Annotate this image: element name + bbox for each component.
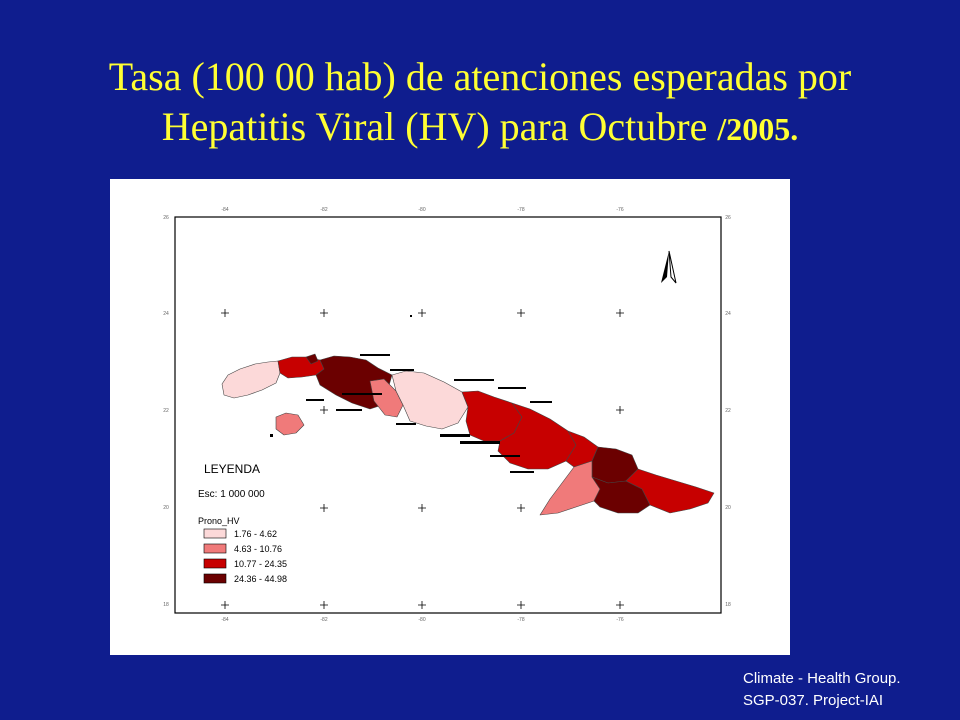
lon-tick-label: -82: [320, 207, 327, 213]
province-pinar-del-rio: [221, 360, 281, 399]
province-ciudad-habana: [305, 353, 319, 365]
lat-tick-label: 18: [163, 602, 169, 608]
province-map: [221, 353, 715, 516]
islets: [270, 315, 552, 473]
map-legend: LEYENDA Esc: 1 000 000 Prono_HV 1.76 - 4…: [198, 462, 287, 584]
slide-title: Tasa (100 00 hab) de atenciones esperada…: [40, 52, 920, 154]
province-cienfuegos: [369, 378, 404, 418]
legend-field: Prono_HV: [198, 516, 240, 526]
corner-label: 26: [725, 215, 731, 221]
lon-tick-label-bottom: -82: [320, 617, 327, 623]
legend-heading: LEYENDA: [204, 462, 260, 476]
lat-tick-label: 24: [163, 311, 169, 317]
lat-tick-label-right: 20: [725, 505, 731, 511]
corner-label: 26: [163, 215, 169, 221]
lon-tick-label: -76: [616, 207, 623, 213]
title-line-2: Hepatitis Viral (HV) para Octubre /2005.: [40, 102, 920, 154]
lon-tick-label: -80: [418, 207, 425, 213]
legend-scale: Esc: 1 000 000: [198, 489, 265, 500]
legend-swatch: [203, 528, 227, 539]
lon-tick-label-bottom: -78: [517, 617, 524, 623]
title-year: /2005.: [717, 111, 799, 147]
lon-tick-label: -78: [517, 207, 524, 213]
province-villa-clara: [391, 370, 469, 430]
lon-tick-label: -84: [221, 207, 228, 213]
title-line-1: Tasa (100 00 hab) de atenciones esperada…: [108, 54, 852, 99]
credit-line-1: Climate - Health Group.: [743, 670, 901, 687]
credit-line-2: SGP-037. Project-IAI: [743, 692, 884, 709]
lat-tick-label-right: 24: [725, 311, 731, 317]
north-arrow-icon: [661, 250, 677, 284]
legend-class-label: 24.36 - 44.98: [234, 574, 287, 584]
province-guantanamo: [625, 468, 715, 514]
legend-swatch: [203, 573, 227, 584]
lon-tick-label-bottom: -84: [221, 617, 228, 623]
title-line-2-text: Hepatitis Viral (HV) para Octubre: [161, 104, 718, 149]
legend-class-label: 10.77 - 24.35: [234, 559, 287, 569]
province-isla-juventud: [275, 412, 305, 436]
map-frame: [174, 216, 722, 614]
legend-class-label: 4.63 - 10.76: [234, 544, 282, 554]
province-camaguey: [497, 402, 577, 470]
lat-tick-label-right: 22: [725, 408, 731, 414]
lat-tick-label-right: 18: [725, 602, 731, 608]
lat-tick-label: 22: [163, 408, 169, 414]
lat-tick-label: 20: [163, 505, 169, 511]
credit-footer: Climate - Health Group. SGP-037. Project…: [743, 668, 953, 712]
map-panel: -84 -82 -80 -78 -76 -84 -82 -80 -78 -76 …: [110, 179, 790, 655]
map-svg: -84 -82 -80 -78 -76 -84 -82 -80 -78 -76 …: [163, 207, 731, 623]
province-granma: [539, 460, 601, 516]
lon-tick-label-bottom: -76: [616, 617, 623, 623]
lon-tick-label-bottom: -80: [418, 617, 425, 623]
legend-class-label: 1.76 - 4.62: [234, 529, 277, 539]
legend-swatch: [203, 543, 227, 554]
legend-swatch: [203, 558, 227, 569]
